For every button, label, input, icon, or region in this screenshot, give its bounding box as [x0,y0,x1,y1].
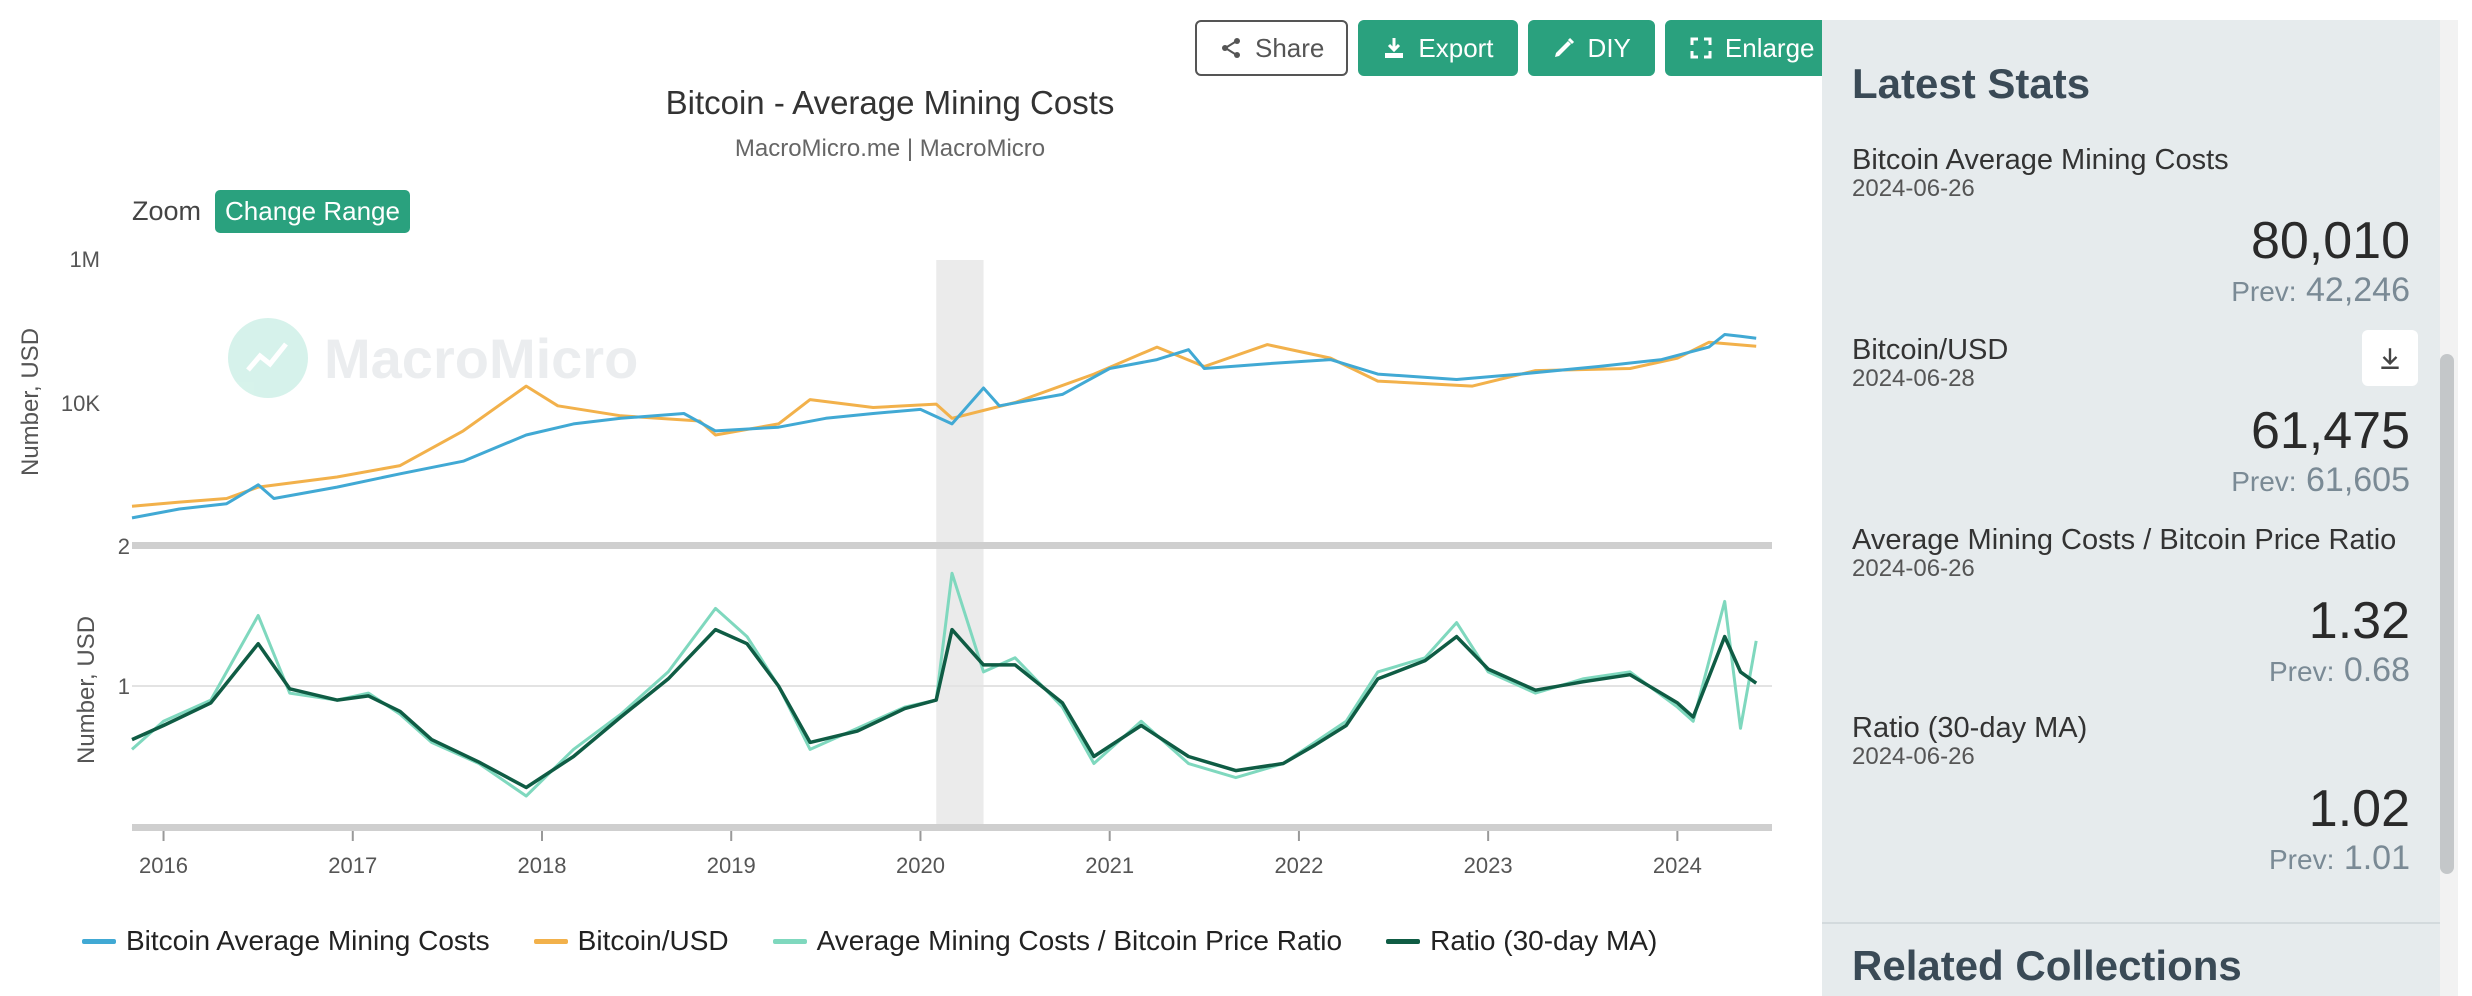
scrollbar-thumb[interactable] [2440,354,2454,874]
x-tick-label: 2022 [1274,853,1323,878]
stat-date: 2024-06-26 [1852,743,1975,770]
legend-item-ratio[interactable]: Average Mining Costs / Bitcoin Price Rat… [772,925,1343,957]
stat-date: 2024-06-26 [1852,175,1975,202]
y-tick-label: 1M [69,247,100,272]
x-tick-label: 2023 [1464,853,1513,878]
latest-stats-panel: Latest Stats Bitcoin Average Mining Cost… [1822,20,2440,996]
stat-date: 2024-06-28 [1852,365,1975,392]
stat-value: 61,475 [2250,402,2410,460]
legend-label: Bitcoin Average Mining Costs [126,925,490,956]
pencil-icon [1554,37,1574,57]
x-axis-bar [132,824,1772,831]
series-line-ratio-ma [131,627,1758,790]
legend-item-ratio-ma[interactable]: Ratio (30-day MA) [1386,925,1657,957]
chart-toolbar: Share Export DIY Enlarge [1195,20,1839,76]
expand-icon [1690,37,1712,59]
stat-value: 1.32 [2308,592,2410,650]
series-line-ratio [131,571,1758,798]
prev-label: Prev: [2231,276,2297,307]
stat-name: Average Mining Costs / Bitcoin Price Rat… [1852,524,2397,556]
stat-date: 2024-06-26 [1852,555,1975,582]
download-stat-button[interactable] [2362,330,2418,386]
legend-swatch [772,938,807,944]
latest-stats-heading: Latest Stats [1852,60,2091,107]
legend-label: Bitcoin/USD [577,925,729,956]
change-range-button[interactable]: Change Range [215,190,410,233]
prev-label: Prev: [2269,844,2335,875]
panel-divider [1822,922,2440,924]
x-tick-label: 2017 [328,853,377,878]
download-icon [2381,348,2399,369]
stat-prev: Prev: 0.68 [1852,651,2410,690]
prev-value: 0.68 [2343,651,2410,689]
legend-label: Average Mining Costs / Bitcoin Price Rat… [816,925,1343,956]
diy-button[interactable]: DIY [1527,20,1655,76]
legend-item-mining-cost[interactable]: Bitcoin Average Mining Costs [82,925,490,957]
legend-item-btc-usd[interactable]: Bitcoin/USD [533,925,729,957]
x-tick-label: 2016 [139,853,188,878]
x-tick-label: 2019 [707,853,756,878]
prev-label: Prev: [2269,656,2335,687]
y-axis-title: Number, USD [73,616,100,764]
zoom-control: Zoom Change Range [132,190,410,233]
chart-title: Bitcoin - Average Mining Costs [665,84,1115,121]
macromicro-watermark: MacroMicro [228,318,638,398]
enlarge-button[interactable]: Enlarge [1664,20,1839,76]
x-tick-label: 2020 [896,853,945,878]
prev-label: Prev: [2231,466,2297,497]
stat-prev: Prev: 61,605 [1852,461,2410,500]
prev-value: 1.01 [2343,839,2410,877]
share-button[interactable]: Share [1195,20,1349,76]
stat-value: 1.02 [2308,780,2410,838]
panel-separator [132,542,1772,549]
zoom-label: Zoom [132,196,202,226]
prev-value: 61,605 [2306,461,2410,499]
legend-swatch [82,938,116,944]
x-tick-label: 2024 [1653,853,1702,878]
share-icon [1222,38,1240,58]
x-tick-label: 2021 [1085,853,1134,878]
download-icon [1385,38,1404,58]
series-line-btc-usd [131,340,1757,508]
stat-ratio: Average Mining Costs / Bitcoin Price Rat… [1852,524,2410,690]
stat-ratio-ma: Ratio (30-day MA) 2024-06-26 1.02 Prev: … [1852,712,2410,878]
stat-name: Bitcoin Average Mining Costs [1852,144,2229,176]
legend-swatch [1386,938,1421,944]
export-label: Export [1418,32,1494,63]
x-tick-label: 2018 [518,853,567,878]
stat-name: Ratio (30-day MA) [1852,712,2088,744]
y-tick-label: 10K [61,391,100,416]
chart-subtitle: MacroMicro.me | MacroMicro [734,135,1046,162]
stat-mining-cost: Bitcoin Average Mining Costs 2024-06-26 … [1852,144,2410,310]
y-axis-title: Number, USD [17,328,44,476]
series-line-mining-cost [131,333,1757,520]
legend-label: Ratio (30-day MA) [1430,925,1658,956]
stat-value: 80,010 [2250,212,2410,270]
y-tick-label: 2 [118,534,130,559]
stat-prev: Prev: 42,246 [1852,271,2410,310]
export-button[interactable]: Export [1358,20,1518,76]
legend-swatch [533,938,568,944]
chart-legend: Bitcoin Average Mining Costs Bitcoin/USD… [82,925,1657,957]
stat-prev: Prev: 1.01 [1852,839,2410,878]
y-tick-label: 1 [118,674,130,699]
enlarge-label: Enlarge [1724,32,1815,63]
watermark-logo-icon [228,318,308,398]
diy-label: DIY [1587,32,1631,63]
stat-name: Bitcoin/USD [1852,334,2009,366]
stat-btc-usd: Bitcoin/USD 2024-06-28 61,475 Prev: 61,6… [1852,334,2410,500]
related-collections-heading: Related Collections [1852,942,2242,989]
chart-plot-area: 1M 10K 2 1 Number, USD Number, USD 2016 2017 201… [17,247,1772,878]
watermark-text: MacroMicro [324,326,639,390]
prev-value: 42,246 [2306,271,2410,309]
share-label: Share [1255,32,1325,63]
